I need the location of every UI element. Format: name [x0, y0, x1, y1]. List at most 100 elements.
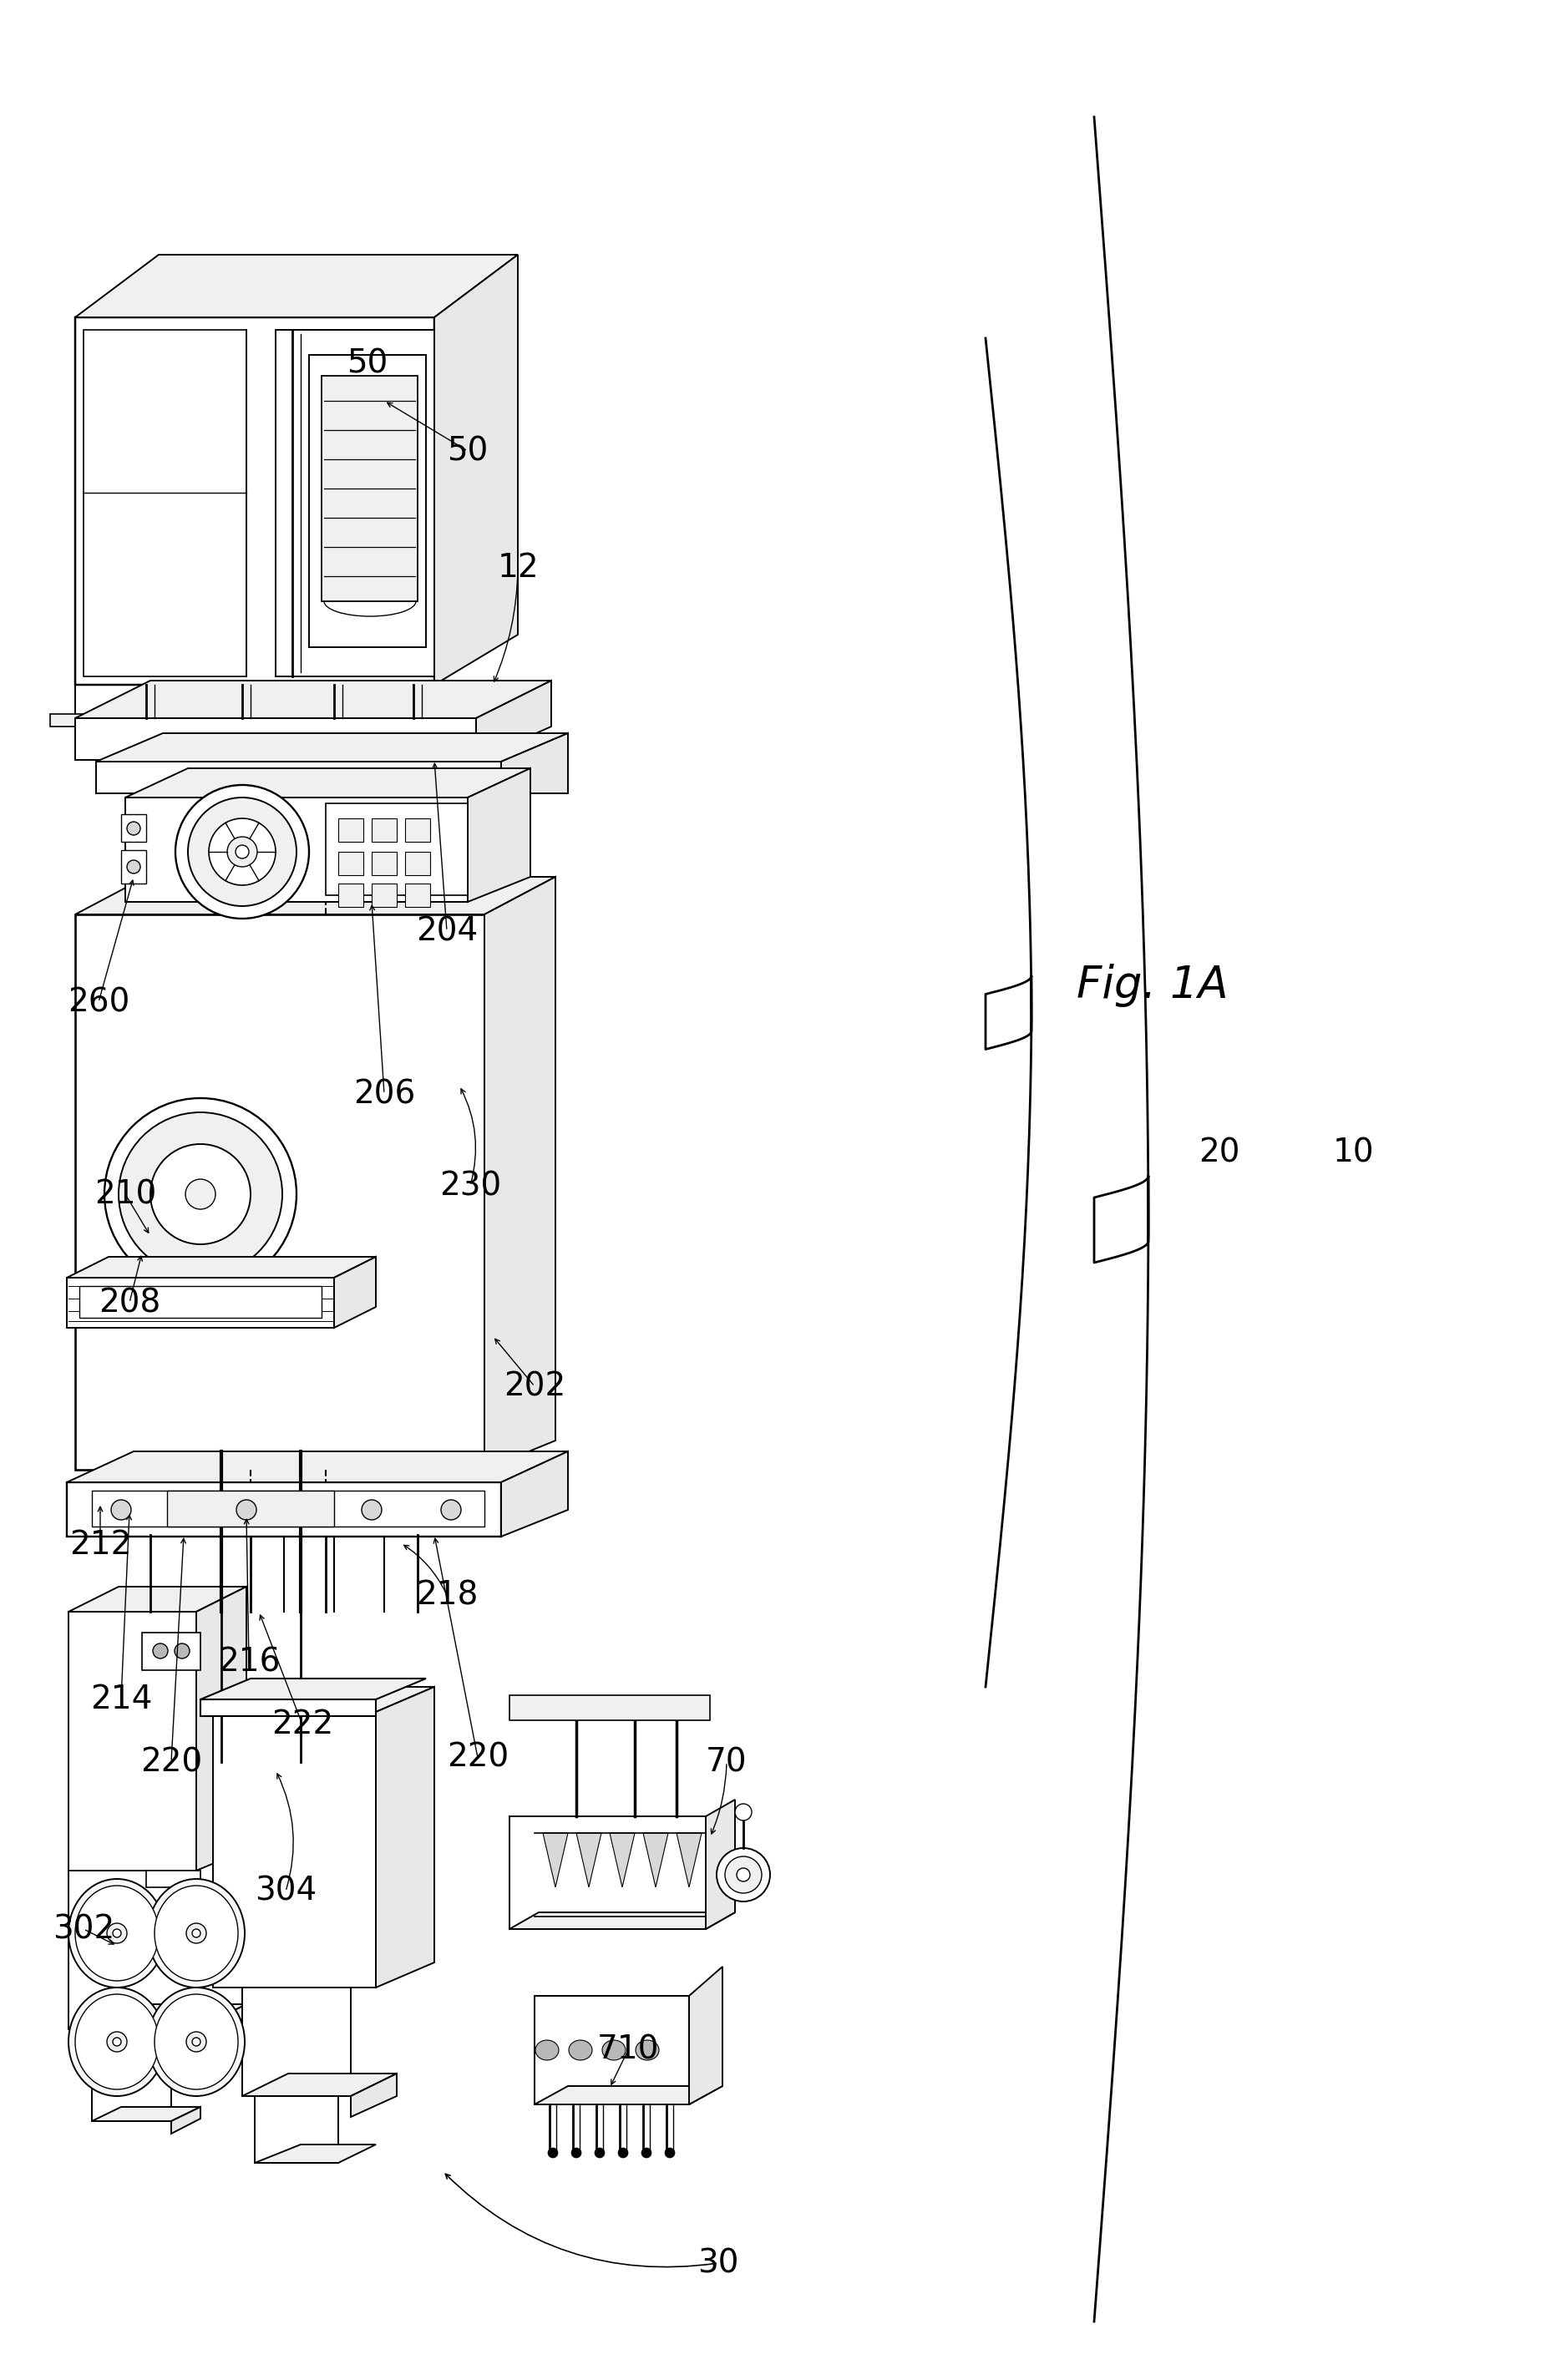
- Polygon shape: [434, 255, 518, 685]
- Ellipse shape: [113, 2037, 121, 2047]
- Polygon shape: [333, 1257, 375, 1328]
- Polygon shape: [484, 876, 555, 1471]
- Ellipse shape: [717, 1847, 769, 1902]
- Polygon shape: [74, 681, 551, 719]
- Text: 70: 70: [706, 1747, 748, 1778]
- Text: 30: 30: [698, 2247, 738, 2280]
- Ellipse shape: [636, 2040, 659, 2061]
- Ellipse shape: [127, 859, 140, 873]
- Ellipse shape: [74, 1885, 158, 1980]
- Ellipse shape: [118, 1111, 282, 1276]
- Polygon shape: [200, 1699, 375, 1716]
- Text: 218: 218: [416, 1580, 478, 1611]
- Polygon shape: [67, 1257, 375, 1278]
- Ellipse shape: [150, 1145, 251, 1245]
- Polygon shape: [143, 1633, 200, 1671]
- Polygon shape: [468, 769, 530, 902]
- Ellipse shape: [175, 1645, 189, 1659]
- Text: 710: 710: [597, 2035, 659, 2066]
- Polygon shape: [68, 1611, 197, 1871]
- Polygon shape: [509, 1816, 706, 1930]
- Ellipse shape: [107, 2033, 127, 2052]
- Text: 230: 230: [439, 1171, 501, 1202]
- Text: 220: 220: [140, 1747, 202, 1778]
- Polygon shape: [84, 331, 247, 676]
- Ellipse shape: [154, 1645, 168, 1659]
- Polygon shape: [96, 733, 568, 762]
- Polygon shape: [92, 2030, 171, 2121]
- Text: 206: 206: [354, 1078, 416, 1109]
- Ellipse shape: [236, 845, 248, 859]
- Polygon shape: [197, 1587, 247, 1871]
- Ellipse shape: [361, 1499, 382, 1521]
- Polygon shape: [96, 762, 501, 793]
- Polygon shape: [372, 883, 397, 907]
- Polygon shape: [338, 852, 363, 876]
- Ellipse shape: [147, 1987, 245, 2097]
- Polygon shape: [68, 2004, 247, 2030]
- Polygon shape: [405, 883, 430, 907]
- Polygon shape: [535, 1997, 689, 2104]
- Polygon shape: [254, 2097, 338, 2163]
- Polygon shape: [577, 1833, 602, 1887]
- Ellipse shape: [236, 1499, 256, 1521]
- Polygon shape: [276, 331, 434, 676]
- Polygon shape: [74, 719, 476, 759]
- Polygon shape: [212, 1711, 375, 1987]
- Ellipse shape: [68, 1987, 166, 2097]
- Polygon shape: [79, 1285, 321, 1319]
- Text: 260: 260: [68, 985, 130, 1019]
- Polygon shape: [67, 1278, 333, 1328]
- Ellipse shape: [569, 2040, 592, 2061]
- Ellipse shape: [113, 1930, 121, 1937]
- Polygon shape: [171, 2106, 200, 2132]
- Polygon shape: [321, 376, 417, 602]
- Ellipse shape: [104, 1097, 296, 1290]
- Polygon shape: [242, 2073, 397, 2097]
- Text: 304: 304: [254, 1875, 316, 1906]
- Polygon shape: [242, 1987, 351, 2097]
- Ellipse shape: [112, 1499, 132, 1521]
- Text: 216: 216: [217, 1647, 281, 1678]
- Text: 204: 204: [416, 916, 478, 947]
- Polygon shape: [535, 2085, 723, 2104]
- Polygon shape: [254, 2144, 375, 2163]
- Polygon shape: [689, 1966, 723, 2104]
- Ellipse shape: [226, 838, 257, 866]
- Polygon shape: [476, 681, 551, 759]
- Polygon shape: [74, 914, 484, 1471]
- Text: 220: 220: [447, 1742, 509, 1773]
- Polygon shape: [126, 769, 530, 797]
- Ellipse shape: [186, 1178, 216, 1209]
- Polygon shape: [92, 1490, 484, 1526]
- Polygon shape: [501, 1452, 568, 1537]
- Ellipse shape: [186, 2033, 206, 2052]
- Polygon shape: [74, 255, 518, 317]
- Text: 50: 50: [347, 347, 388, 378]
- Text: 222: 222: [271, 1709, 333, 1740]
- Ellipse shape: [737, 1868, 751, 1883]
- Polygon shape: [543, 1833, 568, 1887]
- Ellipse shape: [127, 821, 140, 835]
- Polygon shape: [68, 1871, 197, 2030]
- Polygon shape: [509, 1914, 735, 1930]
- Polygon shape: [405, 852, 430, 876]
- Text: 210: 210: [95, 1178, 157, 1209]
- Ellipse shape: [186, 1923, 206, 1942]
- Polygon shape: [126, 797, 468, 902]
- Text: Fig. 1A: Fig. 1A: [1076, 964, 1228, 1007]
- Polygon shape: [92, 2106, 200, 2121]
- Ellipse shape: [74, 1994, 158, 2090]
- Polygon shape: [326, 804, 468, 895]
- Text: 12: 12: [498, 552, 538, 583]
- Ellipse shape: [192, 1930, 200, 1937]
- Text: 20: 20: [1199, 1138, 1241, 1169]
- Ellipse shape: [155, 1994, 237, 2090]
- Polygon shape: [372, 852, 397, 876]
- Text: 202: 202: [504, 1371, 566, 1402]
- Polygon shape: [212, 1687, 434, 1711]
- Ellipse shape: [107, 1923, 127, 1942]
- Ellipse shape: [188, 797, 296, 907]
- Ellipse shape: [724, 1856, 762, 1892]
- Polygon shape: [375, 1687, 434, 1987]
